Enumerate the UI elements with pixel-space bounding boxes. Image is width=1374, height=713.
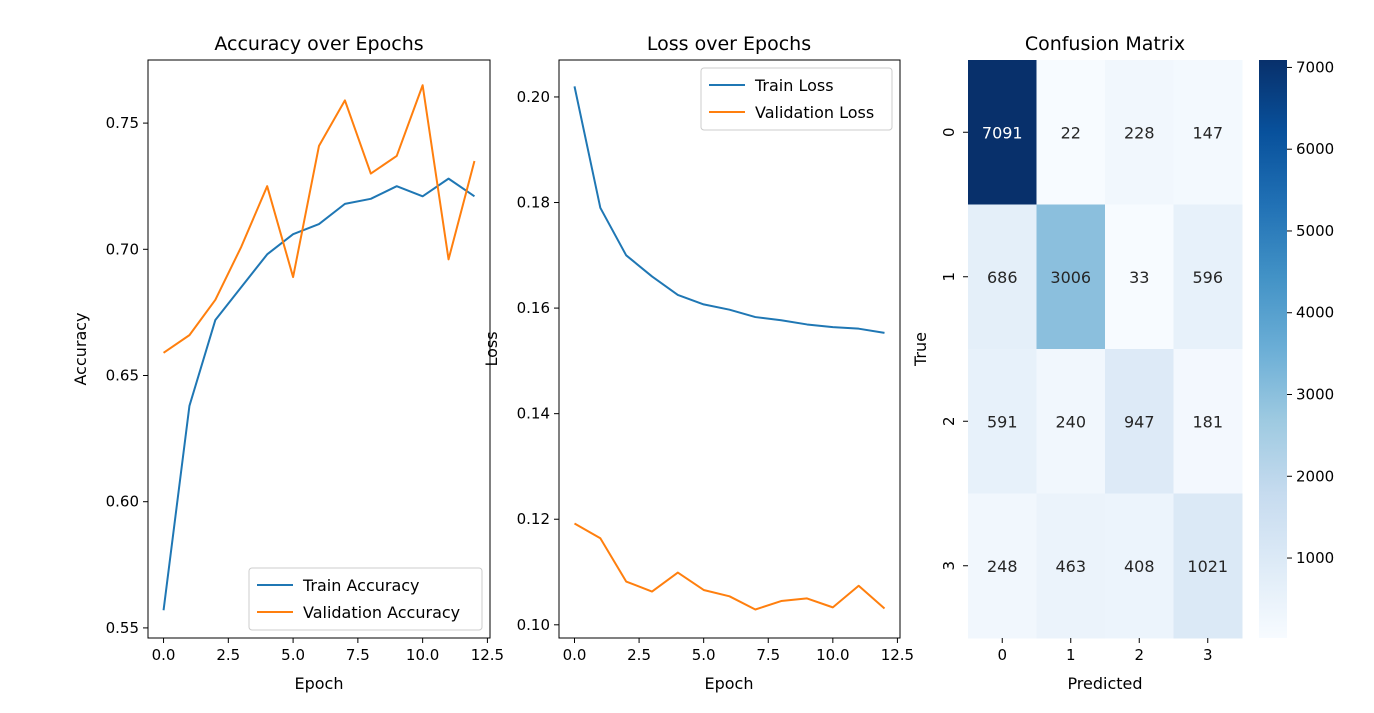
accuracy-legend-box xyxy=(248,567,483,631)
colorbar-tick-label: 3000 xyxy=(1296,386,1334,404)
loss-x-tick-label: 2.5 xyxy=(627,646,651,664)
heatmap-cell-value: 591 xyxy=(987,412,1018,431)
heatmap-cell xyxy=(968,493,1037,639)
loss-y-tick-label: 0.10 xyxy=(517,616,550,634)
heatmap-x-tick-label: 0 xyxy=(997,646,1007,664)
heatmap-cell-value: 947 xyxy=(1124,412,1155,431)
accuracy-x-tick-label: 0.0 xyxy=(152,646,176,664)
colorbar-tick-label: 7000 xyxy=(1296,58,1334,76)
heatmap-cell xyxy=(1105,349,1174,494)
heatmap-cell-value: 7091 xyxy=(982,123,1023,142)
loss-x-tick-label: 7.5 xyxy=(756,646,780,664)
accuracy-y-tick-label: 0.55 xyxy=(106,619,139,637)
heatmap-y-tick-label: 0 xyxy=(940,127,958,137)
heatmap-cell-value: 1021 xyxy=(1187,557,1228,576)
accuracy-y-tick-label: 0.75 xyxy=(106,114,139,132)
heatmap-cell xyxy=(1173,204,1243,350)
colorbar-tick-label: 6000 xyxy=(1296,140,1334,158)
loss-x-tick-label: 10.0 xyxy=(816,646,849,664)
accuracy-series-validation-line xyxy=(162,84,476,354)
heatmap-cell-value: 248 xyxy=(987,557,1018,576)
colorbar-tick-label: 1000 xyxy=(1296,549,1334,567)
loss-chart: Loss over Epochs Epoch Loss 0.0 2.5 5.0 7.5… xyxy=(482,33,914,693)
heatmap-cell xyxy=(1105,60,1174,205)
accuracy-y-tick-label: 0.60 xyxy=(106,493,139,511)
accuracy-legend-entry: Validation Accuracy xyxy=(303,603,460,622)
heatmap-cell-value: 33 xyxy=(1129,268,1149,287)
confusion-matrix-x-axis-label: Predicted xyxy=(1067,674,1142,693)
heatmap-cell-value: 181 xyxy=(1192,412,1223,431)
loss-y-tick-label: 0.16 xyxy=(517,299,550,317)
heatmap-cell-value: 147 xyxy=(1192,123,1223,142)
heatmap-x-tick-label: 3 xyxy=(1203,646,1213,664)
accuracy-chart-title: Accuracy over Epochs xyxy=(214,33,423,55)
colorbar xyxy=(1259,60,1287,638)
accuracy-x-tick-label: 5.0 xyxy=(281,646,305,664)
accuracy-y-tick-label: 0.65 xyxy=(106,367,139,385)
accuracy-axes-frame xyxy=(147,59,491,639)
heatmap-cell-value: 3006 xyxy=(1050,268,1091,287)
loss-legend-entry: Validation Loss xyxy=(755,103,874,122)
heatmap-x-tick-label: 2 xyxy=(1134,646,1144,664)
accuracy-y-tick-label: 0.70 xyxy=(106,240,139,258)
colorbar-tick-label: 5000 xyxy=(1296,222,1334,240)
heatmap-x-tick-label: 1 xyxy=(1066,646,1076,664)
loss-series-train-line xyxy=(573,86,885,334)
accuracy-legend-entry: Train Accuracy xyxy=(302,576,420,595)
heatmap-cell xyxy=(1105,204,1174,350)
accuracy-x-tick-label: 10.0 xyxy=(406,646,439,664)
heatmap-y-tick-label: 3 xyxy=(940,561,958,571)
loss-y-tick-label: 0.20 xyxy=(517,88,550,106)
heatmap-cell xyxy=(1173,493,1243,639)
accuracy-y-axis-label: Accuracy xyxy=(71,312,90,385)
loss-y-tick-label: 0.12 xyxy=(517,510,550,528)
heatmap-cell-value: 686 xyxy=(987,268,1018,287)
confusion-matrix-chart: Confusion Matrix Predicted True 7091 22 22… xyxy=(911,33,1334,693)
colorbar-tick-label: 4000 xyxy=(1296,304,1334,322)
loss-legend-box xyxy=(700,67,893,131)
accuracy-series-train-line xyxy=(162,177,476,611)
loss-x-tick-label: 0.0 xyxy=(563,646,587,664)
heatmap-cell xyxy=(1036,349,1106,494)
accuracy-chart: Accuracy over Epochs Epoch Accuracy 0.0 2… xyxy=(71,33,504,693)
heatmap-cell-value: 596 xyxy=(1192,268,1223,287)
heatmap-cell-value: 228 xyxy=(1124,123,1155,142)
loss-legend: Train Loss Validation Loss xyxy=(700,67,893,131)
accuracy-x-axis-label: Epoch xyxy=(295,674,344,693)
heatmap-cell-value: 22 xyxy=(1061,123,1081,142)
heatmap-y-tick-label: 1 xyxy=(940,272,958,282)
loss-axes-frame xyxy=(558,59,901,639)
loss-series-validation-line xyxy=(574,522,886,611)
heatmap-cell xyxy=(1105,493,1174,639)
accuracy-legend: Train Accuracy Validation Accuracy xyxy=(248,567,483,631)
loss-y-axis-label: Loss xyxy=(482,331,501,366)
heatmap-cell-value: 463 xyxy=(1055,557,1086,576)
heatmap-cell-value: 240 xyxy=(1055,412,1086,431)
heatmap-cell xyxy=(1173,60,1243,205)
loss-x-axis-label: Epoch xyxy=(705,674,754,693)
loss-legend-entry: Train Loss xyxy=(754,76,834,95)
heatmap-cell xyxy=(968,349,1037,494)
loss-x-tick-label: 5.0 xyxy=(692,646,716,664)
confusion-matrix-y-axis-label: True xyxy=(911,332,930,367)
heatmap-cell xyxy=(1036,204,1106,350)
loss-y-tick-label: 0.18 xyxy=(517,194,550,212)
accuracy-x-tick-label: 12.5 xyxy=(471,646,504,664)
loss-y-tick-label: 0.14 xyxy=(517,405,550,423)
accuracy-x-tick-label: 7.5 xyxy=(346,646,370,664)
heatmap-cell xyxy=(1036,493,1106,639)
heatmap-cell xyxy=(968,204,1037,350)
accuracy-x-tick-label: 2.5 xyxy=(216,646,240,664)
heatmap-y-tick-label: 2 xyxy=(940,416,958,426)
loss-x-tick-label: 12.5 xyxy=(881,646,914,664)
heatmap-cell xyxy=(1173,349,1243,494)
loss-chart-title: Loss over Epochs xyxy=(647,33,811,55)
heatmap-cell xyxy=(968,60,1037,205)
heatmap-cell-value: 408 xyxy=(1124,557,1155,576)
heatmap-cell xyxy=(1036,60,1106,205)
colorbar-tick-label: 2000 xyxy=(1296,467,1334,485)
confusion-matrix-title: Confusion Matrix xyxy=(1025,33,1185,55)
